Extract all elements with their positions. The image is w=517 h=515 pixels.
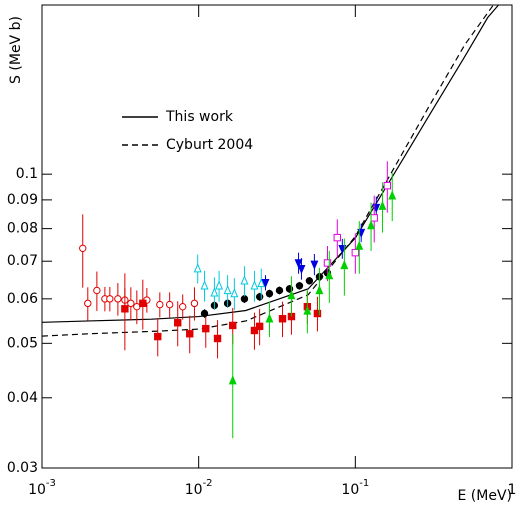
marker — [313, 309, 322, 318]
marker — [250, 326, 259, 335]
marker — [114, 295, 122, 303]
marker — [261, 279, 270, 289]
marker — [228, 375, 237, 385]
marker — [156, 300, 164, 309]
marker — [325, 270, 334, 280]
marker — [200, 309, 209, 318]
marker — [223, 284, 232, 295]
legend-label: This work — [165, 109, 234, 125]
marker — [193, 263, 202, 273]
marker — [294, 259, 303, 269]
marker — [303, 305, 312, 315]
marker — [210, 287, 219, 297]
marker — [257, 278, 266, 288]
y-tick-label: 0.07 — [7, 253, 38, 269]
marker — [240, 275, 249, 285]
marker — [250, 280, 259, 290]
legend-label: Cyburt 2004 — [166, 137, 253, 153]
marker — [370, 214, 378, 222]
marker — [255, 322, 264, 331]
marker — [305, 277, 314, 285]
y-tick-label: 0.1 — [16, 166, 38, 182]
marker — [202, 324, 210, 333]
marker — [174, 319, 182, 327]
marker — [230, 288, 239, 298]
marker — [255, 293, 264, 301]
marker — [287, 290, 296, 300]
x-tick-exponent: -3 — [46, 478, 56, 489]
marker — [213, 334, 222, 343]
marker — [383, 181, 392, 190]
y-tick-label: 0.09 — [7, 192, 38, 208]
x-tick-exponent: -2 — [203, 478, 213, 489]
marker — [127, 299, 135, 308]
marker — [275, 286, 284, 295]
marker — [315, 284, 324, 295]
marker — [121, 305, 129, 313]
marker — [378, 200, 387, 210]
marker — [295, 282, 304, 290]
marker — [388, 190, 397, 200]
marker — [186, 330, 194, 338]
marker — [133, 302, 141, 311]
curve — [41, 4, 499, 323]
x-tick-label: 10-3 — [28, 478, 56, 498]
marker — [265, 289, 274, 298]
x-tick-base: 10 — [341, 482, 359, 498]
x-tick-label: 1 — [508, 482, 517, 498]
marker — [310, 260, 319, 270]
x-tick-base: 1 — [508, 482, 517, 498]
x-tick-base: 10 — [185, 482, 203, 498]
x-tick-label: 10-1 — [341, 478, 369, 498]
x-axis-label: E (MeV) — [458, 488, 513, 504]
marker — [139, 299, 147, 308]
plot-frame — [41, 4, 513, 469]
marker — [278, 315, 287, 323]
x-tick-label: 10-2 — [185, 478, 213, 498]
marker — [351, 248, 360, 257]
marker — [265, 313, 274, 323]
marker — [333, 233, 341, 242]
y-tick-label: 0.04 — [7, 390, 38, 406]
marker — [179, 302, 187, 311]
marker — [84, 299, 92, 308]
y-tick-label: 0.05 — [7, 335, 38, 351]
x-tick-exponent: -1 — [359, 478, 369, 489]
marker — [165, 300, 174, 309]
marker — [200, 280, 209, 290]
y-tick-label: 0.08 — [7, 221, 38, 237]
marker — [297, 264, 306, 275]
marker — [367, 220, 376, 230]
marker — [190, 299, 199, 308]
marker — [229, 321, 237, 330]
y-axis-label: S (MeV b) — [8, 16, 24, 84]
marker — [240, 295, 249, 303]
marker — [355, 240, 364, 250]
marker — [340, 259, 349, 270]
marker — [323, 259, 332, 267]
y-tick-label: 0.06 — [7, 291, 38, 307]
marker — [215, 280, 224, 290]
marker — [79, 244, 87, 253]
y-tick-label: 0.03 — [7, 460, 38, 476]
x-tick-base: 10 — [28, 482, 46, 498]
marker — [154, 332, 162, 341]
marker — [106, 295, 114, 303]
curve — [41, 4, 494, 337]
marker — [93, 286, 101, 295]
